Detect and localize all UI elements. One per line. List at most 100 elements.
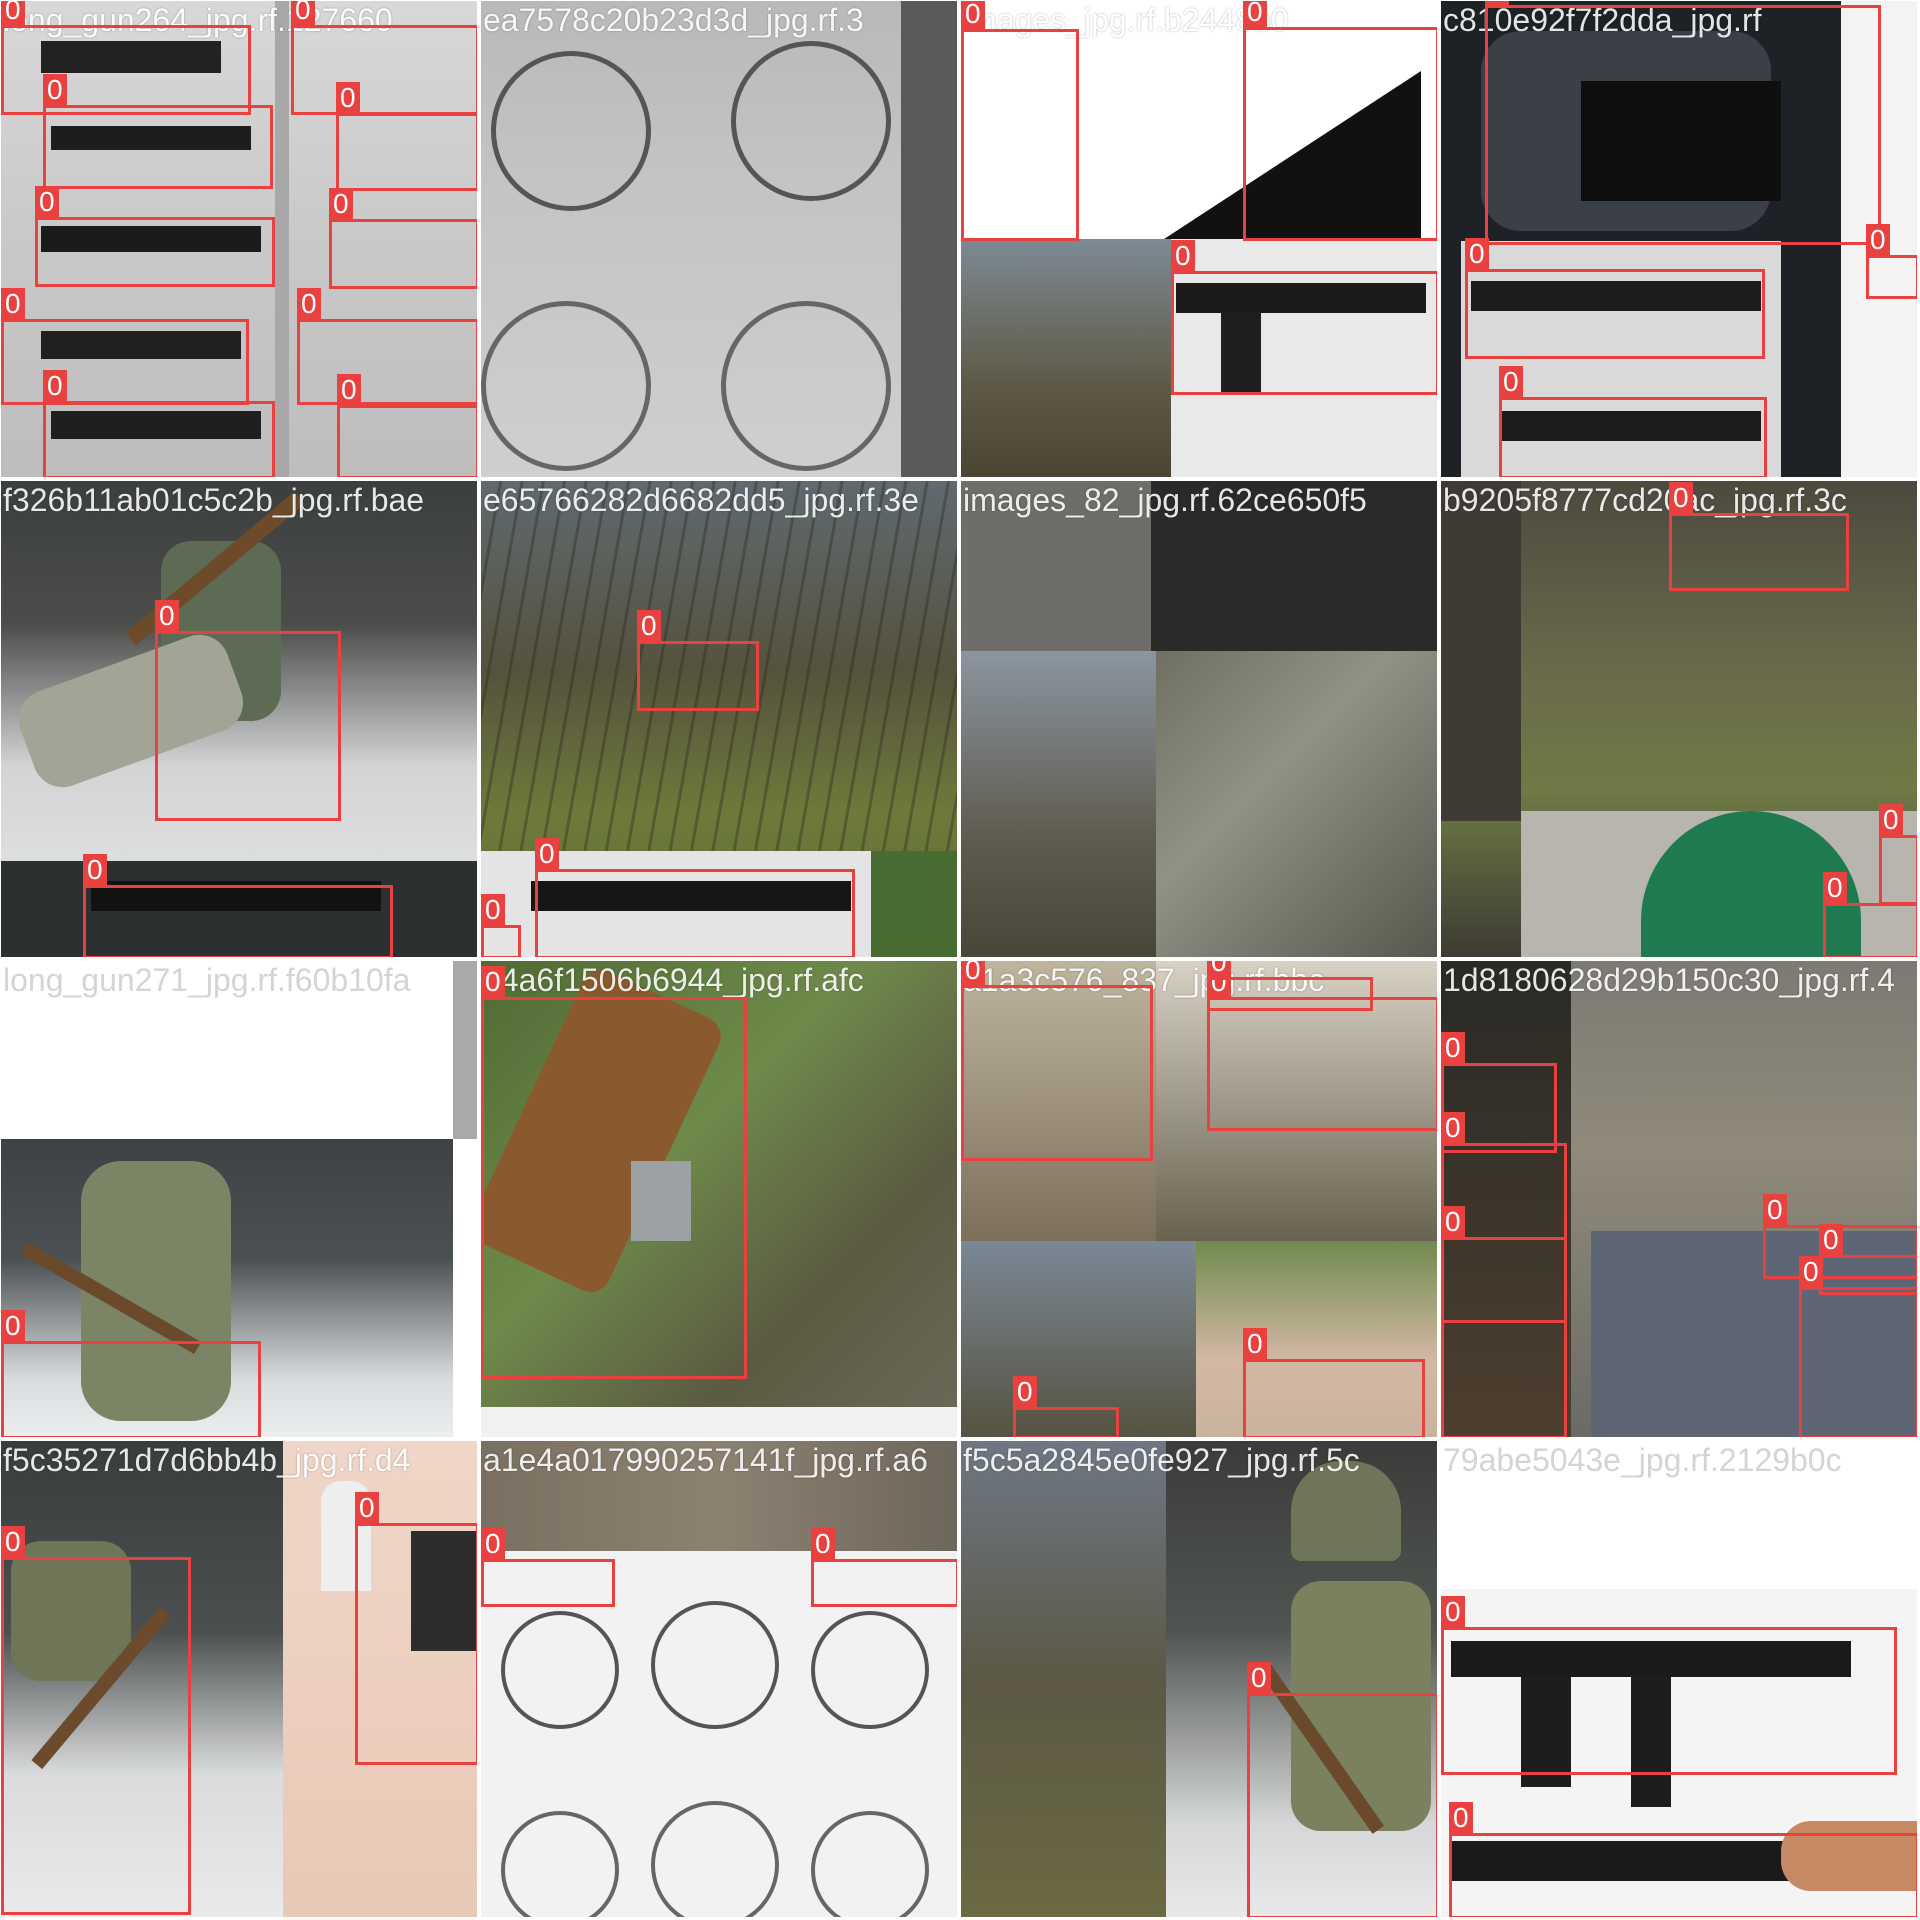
class-label: 0 [1669,482,1693,514]
detection-box: 0 [1465,238,1765,359]
tile-caption: 79abe5043e_jpg.rf.2129b0c [1443,1442,1842,1478]
detection-box: 0 [1499,366,1767,477]
tile-caption: a1e4a017990257141f_jpg.rf.a6 [483,1442,928,1478]
tile-caption: f5c35271d7d6bb4b_jpg.rf.d4 [3,1442,411,1478]
detection-box: 0 [637,610,759,711]
detection-box: 0 [1823,872,1917,957]
detection-box: 0 [291,1,477,115]
class-label: 0 [961,1,985,30]
mosaic-tile: f5c5a2845e0fe927_jpg.rf.5c 0 [960,1440,1438,1918]
mosaic-tile: b9205f8777cd20ac_jpg.rf.3c 0 0 0 [1440,480,1918,958]
mosaic-tile: ea7578c20b23d3d_jpg.rf.3 [480,0,958,478]
class-label: 0 [637,610,661,642]
class-label: 0 [1819,1224,1843,1256]
class-label: 0 [355,1492,379,1524]
mosaic-tile: f5c35271d7d6bb4b_jpg.rf.d4 0 0 [0,1440,478,1918]
class-label: 0 [1,288,25,320]
tile-caption: a1a3c576_837_jpg.rf.bbc [963,962,1325,998]
class-label: 0 [1013,1376,1037,1408]
mosaic-tile: 1d8180628d29b150c30_jpg.rf.4 0 0 0 0 0 0 [1440,960,1918,1438]
class-label: 0 [329,188,353,220]
class-label: 0 [1441,1596,1465,1628]
detection-box: 0 [1243,1,1437,241]
tile-caption: long_gun264_jpg.rf.127660 [3,2,393,38]
detection-box: 0 [355,1492,477,1765]
detection-box: 0 [1,1310,261,1437]
detection-box: 0 [811,1528,957,1607]
class-label: 0 [1866,224,1890,256]
detection-box: 0 [1449,1802,1917,1917]
class-label: 0 [337,374,361,406]
class-label: 0 [1171,240,1195,272]
detection-box: 0 [1,288,249,405]
class-label: 0 [811,1528,835,1560]
mosaic-tile: long_gun264_jpg.rf.127660 0 0 0 0 0 0 0 … [0,0,478,478]
detection-box: 0 [961,961,1153,1161]
mosaic-tile: images_jpg.rf.b2448b0 0 0 0 [960,0,1438,478]
detection-box: 0 [481,1528,615,1607]
detection-box: 0 [1799,1256,1917,1437]
tile-caption: images_82_jpg.rf.62ce650f5 [963,482,1367,518]
class-label: 0 [535,838,559,870]
detection-box: 0 [535,838,855,957]
class-label: 0 [1799,1256,1823,1288]
class-label: 0 [481,894,505,926]
class-label: 0 [1207,961,1231,978]
class-label: 0 [1441,1206,1465,1238]
class-label: 0 [35,186,59,218]
tile-caption: 74a6f1506b6944_jpg.rf.afc [483,962,864,998]
class-label: 0 [481,1528,505,1560]
mosaic-tile: f326b11ab01c5c2b_jpg.rf.bae 0 0 [0,480,478,958]
class-label: 0 [83,854,107,886]
mosaic-tile: 74a6f1506b6944_jpg.rf.afc 0 [480,960,958,1438]
class-label: 0 [961,961,985,986]
class-label: 0 [1,1310,25,1342]
class-label: 0 [1,1,25,26]
class-label: 0 [1243,1,1267,28]
tile-caption: f326b11ab01c5c2b_jpg.rf.bae [3,482,425,518]
class-label: 0 [1465,238,1489,270]
detection-box: 0 [336,82,477,191]
detection-box: 0 [43,370,275,477]
mosaic-tile: a1e4a017990257141f_jpg.rf.a6 0 0 [480,1440,958,1918]
detection-box: 0 [1866,224,1917,299]
class-label: 0 [1449,1802,1473,1834]
class-label: 0 [1763,1194,1787,1226]
mosaic-tile: a1a3c576_837_jpg.rf.bbc 0 0 0 0 0 [960,960,1438,1438]
class-label: 0 [1441,1032,1465,1064]
detection-box: 0 [1243,1328,1425,1437]
mosaic-tile: images_82_jpg.rf.62ce650f5 [960,480,1438,958]
class-label: 0 [155,600,179,632]
detection-box: 0 [961,1,1079,241]
detection-box: 0 [1669,482,1849,591]
tile-caption: c810e92f7f2dda_jpg.rf [1443,2,1762,38]
class-label: 0 [1243,1328,1267,1360]
detection-box: 0 [1207,966,1437,1131]
detection-box: 0 [337,374,477,477]
detection-box: 0 [155,600,341,821]
detection-box: 0 [1441,1596,1897,1775]
class-label: 0 [1879,804,1903,836]
class-label: 0 [1,1526,25,1558]
detection-box: 0 [329,188,477,289]
tile-caption: long_gun271_jpg.rf.f60b10fa [3,962,411,998]
detection-box: 0 [481,894,521,957]
detection-box: 0 [1247,1662,1437,1917]
detection-box: 0 [43,74,273,189]
tile-caption: e65766282d6682dd5_jpg.rf.3e [483,482,919,518]
class-label: 0 [1485,1,1509,6]
detection-box: 0 [1,1526,191,1915]
class-label: 0 [43,370,67,402]
mosaic-tile: e65766282d6682dd5_jpg.rf.3e 0 0 0 [480,480,958,958]
mosaic-tile: c810e92f7f2dda_jpg.rf 0 0 0 0 [1440,0,1918,478]
tile-caption: ea7578c20b23d3d_jpg.rf.3 [483,2,864,38]
tile-caption: 1d8180628d29b150c30_jpg.rf.4 [1443,962,1895,998]
tile-caption: b9205f8777cd20ac_jpg.rf.3c [1443,482,1847,518]
class-label: 0 [1823,872,1847,904]
class-label: 0 [1247,1662,1271,1694]
class-label: 0 [336,82,360,114]
class-label: 0 [481,966,505,998]
detection-box: 0 [297,288,477,405]
detection-box: 0 [1441,1206,1567,1437]
